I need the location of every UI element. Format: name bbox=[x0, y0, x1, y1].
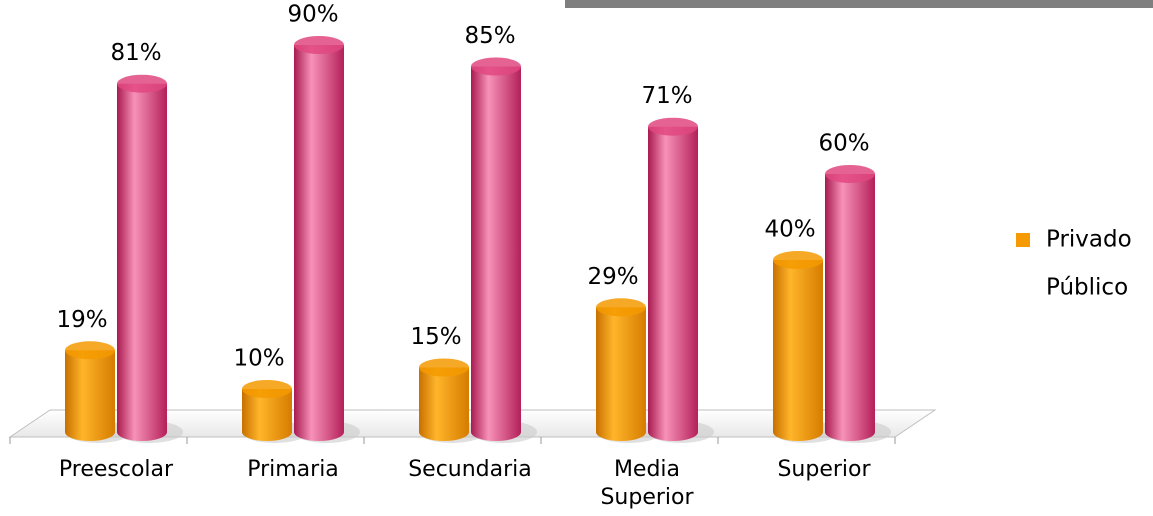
bar-bottom bbox=[65, 423, 115, 441]
bar-bottom bbox=[596, 423, 646, 441]
bar bbox=[117, 83, 167, 432]
bar bbox=[471, 66, 521, 432]
bar-bottom bbox=[242, 423, 292, 441]
legend-marker bbox=[1016, 233, 1030, 247]
bar-top bbox=[65, 341, 115, 360]
x-tick-label: Preescolar bbox=[58, 457, 174, 482]
bar-top bbox=[117, 74, 167, 93]
x-tick-label: Secundaria bbox=[408, 457, 532, 482]
bar bbox=[294, 45, 344, 432]
data-label: 71% bbox=[641, 83, 692, 109]
data-label: 15% bbox=[410, 324, 461, 350]
data-label: 60% bbox=[818, 131, 869, 157]
bar-top bbox=[471, 57, 521, 76]
x-tick-label: Superior bbox=[777, 457, 871, 482]
bar-top bbox=[825, 165, 875, 183]
data-label: 10% bbox=[233, 346, 284, 372]
bar bbox=[65, 350, 115, 432]
header-bar bbox=[565, 0, 1153, 8]
bar-bottom bbox=[419, 423, 469, 441]
bar-bottom bbox=[648, 423, 698, 441]
data-label: 40% bbox=[764, 217, 815, 243]
bar bbox=[419, 367, 469, 432]
bar-bottom bbox=[294, 423, 344, 441]
bar-top bbox=[648, 117, 698, 136]
x-tick-label: Media Superior bbox=[600, 457, 694, 510]
data-label: 81% bbox=[110, 40, 161, 66]
bar bbox=[596, 307, 646, 432]
data-label: 19% bbox=[56, 307, 107, 333]
data-label: 90% bbox=[287, 2, 338, 28]
bar-top bbox=[596, 298, 646, 317]
data-label: 29% bbox=[587, 264, 638, 290]
bar-bottom bbox=[825, 423, 875, 441]
legend-label: Público bbox=[1046, 275, 1128, 301]
bar-bottom bbox=[471, 423, 521, 441]
bar-top bbox=[294, 36, 344, 54]
bar-bottom bbox=[773, 423, 823, 441]
legend-label: Privado bbox=[1046, 227, 1132, 253]
bar-top bbox=[419, 358, 469, 377]
x-tick-label: Primaria bbox=[247, 457, 339, 482]
data-label: 85% bbox=[464, 23, 515, 49]
bar-top bbox=[773, 251, 823, 269]
bar-top bbox=[242, 380, 292, 398]
bar bbox=[773, 260, 823, 432]
bar-bottom bbox=[117, 423, 167, 441]
bar bbox=[825, 174, 875, 432]
bar bbox=[648, 126, 698, 432]
